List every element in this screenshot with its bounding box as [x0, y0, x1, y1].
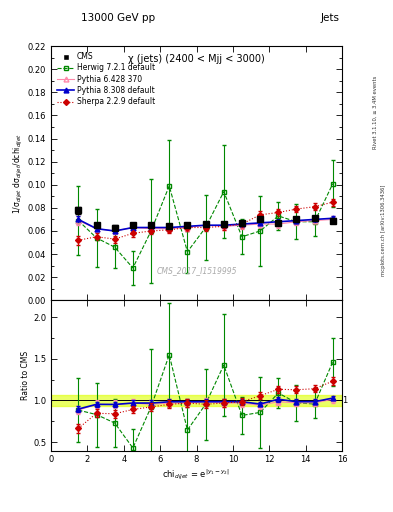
CMS	[203, 221, 208, 227]
Text: mcplots.cern.ch [arXiv:1306.3436]: mcplots.cern.ch [arXiv:1306.3436]	[381, 185, 386, 276]
CMS	[276, 220, 281, 226]
CMS	[149, 222, 153, 228]
Text: 1: 1	[342, 396, 348, 405]
Legend: CMS, Herwig 7.2.1 default, Pythia 6.428 370, Pythia 8.308 default, Sherpa 2.2.9 : CMS, Herwig 7.2.1 default, Pythia 6.428 …	[55, 50, 158, 109]
CMS	[331, 218, 335, 224]
CMS	[294, 217, 299, 223]
CMS	[112, 224, 117, 230]
Text: 13000 GeV pp: 13000 GeV pp	[81, 13, 155, 23]
CMS	[185, 222, 190, 228]
Bar	[51, 395, 342, 407]
CMS	[312, 215, 317, 221]
CMS	[76, 207, 81, 214]
CMS	[221, 221, 226, 227]
Text: Jets: Jets	[321, 13, 340, 23]
Y-axis label: 1/σ$_{dijet}$ dσ$_{dijet}$/dchi$_{dijet}$: 1/σ$_{dijet}$ dσ$_{dijet}$/dchi$_{dijet}…	[12, 133, 25, 214]
Text: Rivet 3.1.10, ≥ 3.4M events: Rivet 3.1.10, ≥ 3.4M events	[373, 76, 378, 150]
CMS	[240, 220, 244, 226]
CMS	[167, 223, 172, 229]
Text: CMS_2017_I1519995: CMS_2017_I1519995	[156, 266, 237, 275]
CMS	[258, 217, 263, 223]
Line: CMS: CMS	[75, 207, 336, 230]
Text: χ (jets) (2400 < Mjj < 3000): χ (jets) (2400 < Mjj < 3000)	[128, 54, 265, 63]
Y-axis label: Ratio to CMS: Ratio to CMS	[21, 351, 30, 400]
CMS	[130, 222, 135, 228]
CMS	[94, 222, 99, 228]
X-axis label: chi$_{dijet}$ = e$^{|y_1 - y_2|}$: chi$_{dijet}$ = e$^{|y_1 - y_2|}$	[162, 467, 231, 482]
